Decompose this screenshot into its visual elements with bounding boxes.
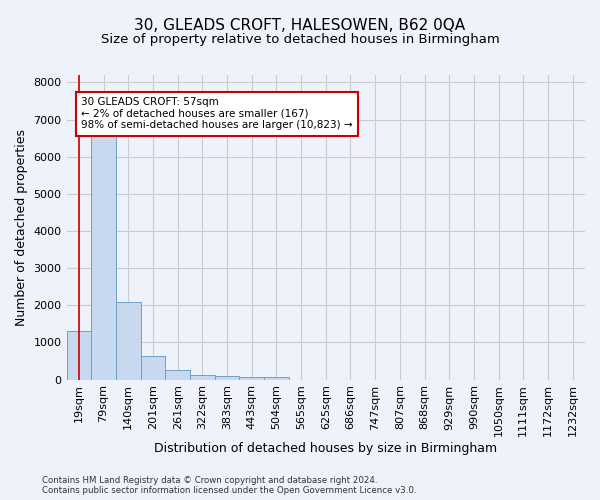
Bar [264, 377, 289, 380]
Text: 30 GLEADS CROFT: 57sqm
← 2% of detached houses are smaller (167)
98% of semi-det: 30 GLEADS CROFT: 57sqm ← 2% of detached … [81, 98, 352, 130]
Text: Contains public sector information licensed under the Open Government Licence v3: Contains public sector information licen… [42, 486, 416, 495]
Bar [140, 356, 165, 380]
Bar [239, 377, 264, 380]
Y-axis label: Number of detached properties: Number of detached properties [15, 129, 28, 326]
Bar [67, 332, 91, 380]
Bar [190, 375, 215, 380]
Bar [215, 376, 239, 380]
Bar [91, 136, 116, 380]
X-axis label: Distribution of detached houses by size in Birmingham: Distribution of detached houses by size … [154, 442, 497, 455]
Text: 30, GLEADS CROFT, HALESOWEN, B62 0QA: 30, GLEADS CROFT, HALESOWEN, B62 0QA [134, 18, 466, 32]
Bar [165, 370, 190, 380]
Bar [116, 302, 140, 380]
Text: Size of property relative to detached houses in Birmingham: Size of property relative to detached ho… [101, 32, 499, 46]
Text: Contains HM Land Registry data © Crown copyright and database right 2024.: Contains HM Land Registry data © Crown c… [42, 476, 377, 485]
